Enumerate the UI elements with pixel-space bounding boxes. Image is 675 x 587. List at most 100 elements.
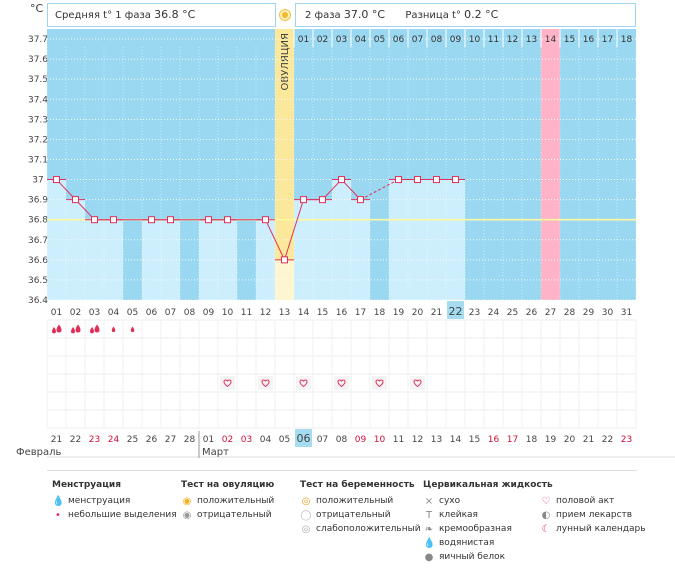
legend: Менструация 💧 менструация • небольшие выделе… [0,480,675,587]
legend-icon: ◎ [301,495,311,507]
date-label: 25 [127,435,138,445]
legend-group-title: Менструация [52,480,121,490]
phase2-day-label: 08 [431,35,443,45]
legend-item: ◯ отрицательный [300,508,421,522]
phase2-day-label: 10 [469,35,481,45]
cycle-day-label: 14 [298,308,310,318]
heart-icon [337,379,346,388]
diff-value: 0.2 °C [464,8,499,21]
menstruation-drop-icon [70,327,76,334]
menstruation-drop-icon [75,324,81,333]
heart-icon [223,379,232,388]
intercourse-cell [296,376,311,390]
cycle-day-label: 15 [317,308,328,318]
legend-item: ● яичный белок [423,550,553,564]
legend-icon: × [424,495,434,507]
y-tick-label: 37.1 [28,155,48,165]
phase2-box: 2 фаза 37.0 °C Разница t° 0.2 °C [295,3,636,27]
legend-item: ◉ отрицательный [181,508,274,522]
legend-group: Тест на беременность ◎ положительный ◯ отриц… [300,480,421,536]
menstruation-drop-icon [130,326,135,333]
temp-point-day-19 [395,176,402,184]
temp-bar-day-14 [294,199,313,300]
legend-icon: T [425,509,433,521]
legend-item-label: отрицательный [197,510,272,520]
temp-point-day-15 [319,196,326,204]
legend-icon: 💧 [52,495,65,507]
legend-item-label: половой акт [556,496,615,506]
legend-icon: ● [424,551,434,563]
legend-icon: ❧ [424,523,434,535]
month-label: Февраль [16,447,62,458]
intercourse-cell [220,376,235,390]
cycle-day-label: 20 [412,308,424,318]
date-label: 06 [297,432,311,445]
menstruation-drop-icon [111,326,116,333]
cycle-day-label: 29 [583,308,595,318]
intercourse-cell [372,376,387,390]
ovulation-label: ОВУЛЯЦИЯ [280,33,291,91]
temp-point-day-06 [148,216,155,224]
date-label: 16 [488,435,500,445]
legend-item-label: клейкая [439,510,478,520]
legend-item: ◎ слабоположительный [300,522,421,536]
y-tick-label: 37.5 [28,75,48,85]
temp-point-day-17 [357,196,364,204]
temp-point-day-07 [167,216,174,224]
legend-item-label: прием лекарств [556,510,633,520]
temp-point-day-22 [452,176,459,184]
phase2-day-label: 03 [336,35,347,45]
date-label: 04 [260,435,272,445]
phase2-day-label: 12 [507,35,518,45]
phase2-day-label: 15 [564,35,575,45]
temp-line-segment [265,219,285,261]
cycle-day-label: 31 [621,308,632,318]
cycle-day-label: 05 [127,308,138,318]
cycle-day-label: 28 [564,308,576,318]
y-tick-label: 37 [32,176,43,186]
date-label: 22 [70,435,81,445]
legend-item-label: яичный белок [439,552,506,562]
temp-bar-day-20 [408,179,427,300]
cycle-day-label: 18 [374,308,386,318]
phase2-day-label: 06 [393,35,405,45]
date-label: 21 [583,435,594,445]
temp-point-day-03 [91,216,98,224]
legend-item: ◎ положительный [300,494,421,508]
temp-bar-day-17 [351,199,370,300]
phase2-day-label: 07 [412,35,423,45]
legend-group: Тест на овуляцию ◉ положительный ◉ отрицател… [181,480,274,522]
legend-item: ☾ лунный календарь [540,522,646,536]
y-tick-label: 36.8 [28,216,48,226]
legend-item-label: менструация [68,496,131,506]
highlight-column [541,29,560,300]
y-tick-label: 37.2 [28,135,48,145]
intercourse-cell [334,376,349,390]
y-tick-label: 37.6 [28,55,48,65]
cycle-day-label: 10 [222,308,234,318]
date-label: 27 [165,435,176,445]
date-label: 11 [393,435,404,445]
menstruation-drop-icon [56,324,62,333]
temp-point-day-02 [72,196,79,204]
legend-item-label: лунный календарь [556,524,646,534]
legend-item: 💧 водянистая [423,536,553,550]
legend-group-title: Цервикальная жидкость [423,480,553,490]
y-tick-label: 37.3 [28,115,48,125]
legend-item-label: водянистая [439,538,495,548]
date-label: 07 [317,435,328,445]
y-tick-label: 36.6 [28,256,48,266]
date-label: 28 [184,435,196,445]
temp-bar-day-15 [313,199,332,300]
menstruation-drop-icon [94,324,100,333]
date-label: 03 [241,435,252,445]
temp-bar-day-21 [427,179,446,300]
legend-item-label: небольшие выделения [68,510,177,520]
legend-item: ♡ половой акт [540,494,646,508]
heart-icon [299,379,308,388]
y-tick-label: 36.5 [28,276,48,286]
temp-point-day-14 [300,196,307,204]
legend-icon: ◉ [182,509,192,521]
date-label: 10 [374,435,386,445]
phase2-label: 2 фаза [305,10,341,21]
